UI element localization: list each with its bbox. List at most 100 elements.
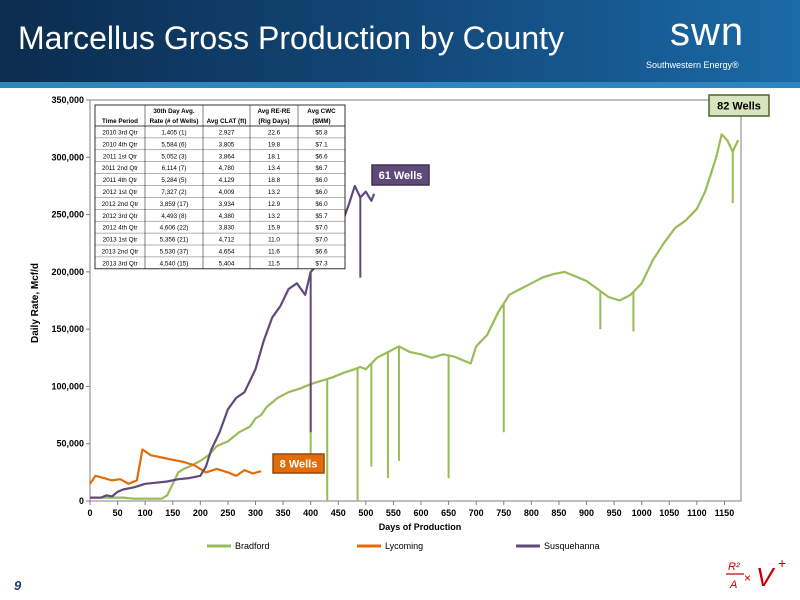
table-cell: 18.8 <box>268 177 281 184</box>
table-cell: 22.6 <box>268 130 281 137</box>
x-tick-label: 250 <box>220 508 235 518</box>
table-cell: 18.1 <box>268 153 281 160</box>
annotation-label: 82 Wells <box>717 101 761 113</box>
x-tick-label: 150 <box>165 508 180 518</box>
y-tick-label: 0 <box>79 496 84 506</box>
table-cell: 13.4 <box>268 165 281 172</box>
table-cell: 3,934 <box>219 201 235 208</box>
table-cell: $5.7 <box>315 213 328 220</box>
table-cell: 3,830 <box>219 225 235 232</box>
slide-header: Marcellus Gross Production by County swn… <box>0 0 800 82</box>
legend-label: Susquehanna <box>544 541 600 551</box>
x-tick-label: 350 <box>276 508 291 518</box>
table-cell: 4,780 <box>219 165 235 172</box>
table-cell: 4,493 (8) <box>161 213 186 220</box>
x-tick-label: 850 <box>551 508 566 518</box>
slide-title: Marcellus Gross Production by County <box>18 20 564 56</box>
table-cell: 2012 1st Qtr <box>103 189 138 196</box>
table-cell: 2012 3rd Qtr <box>102 213 137 220</box>
y-axis-label: Daily Rate, Mcf/d <box>30 263 41 343</box>
table-header-cell: ($MM) <box>312 118 330 125</box>
table-cell: $5.8 <box>315 130 328 137</box>
annotation-label: 61 Wells <box>379 170 423 182</box>
table-cell: 13.2 <box>268 189 281 196</box>
y-tick-label: 100,000 <box>51 381 84 391</box>
table-cell: $6.0 <box>315 189 328 196</box>
table-cell: 3,805 <box>219 141 235 148</box>
table-cell: 4,129 <box>219 177 235 184</box>
table-cell: $7.0 <box>315 237 328 244</box>
table-cell: $7.0 <box>315 225 328 232</box>
table-cell: 11.5 <box>268 260 280 267</box>
table-cell: 5,584 (6) <box>161 141 186 148</box>
table-cell: 12.9 <box>268 201 281 208</box>
legend-label: Lycoming <box>385 541 423 551</box>
table-cell: 5,404 <box>219 260 235 267</box>
x-tick-label: 300 <box>248 508 263 518</box>
production-chart: 0 50,000 100,000 150,000 200,000 250,000 300,0… <box>30 94 770 551</box>
x-tick-label: 200 <box>193 508 208 518</box>
svg-text:V: V <box>756 562 776 592</box>
x-tick-label: 550 <box>386 508 401 518</box>
x-tick-label: 400 <box>303 508 318 518</box>
y-tick-label: 150,000 <box>51 324 84 334</box>
table-cell: 5,052 (3) <box>161 153 186 160</box>
annotation-box <box>371 164 430 186</box>
table-cell: $7.1 <box>315 141 328 148</box>
x-tick-label: 650 <box>441 508 456 518</box>
x-tick-label: 100 <box>138 508 153 518</box>
table-cell: 19.8 <box>268 141 281 148</box>
table-cell: 2013 1st Qtr <box>103 237 138 244</box>
r2-logo-icon: R² A × V + <box>726 555 786 592</box>
table-cell: 2010 4th Qtr <box>102 141 137 148</box>
table-cell: 7,327 (2) <box>161 189 186 196</box>
page-number: 9 <box>14 578 22 593</box>
svg-text:A: A <box>729 579 737 591</box>
table-cell: $6.7 <box>315 165 328 172</box>
legend-label: Bradford <box>235 541 270 551</box>
svg-text:×: × <box>744 571 751 585</box>
table-header-cell: Time Period <box>102 118 138 125</box>
table-cell: 11.0 <box>268 237 280 244</box>
table-cell: 4,712 <box>219 237 235 244</box>
table-cell: 2012 4th Qtr <box>102 225 137 232</box>
table-cell: 2010 3rd Qtr <box>102 130 137 137</box>
x-tick-label: 750 <box>496 508 511 518</box>
table-cell: 4,540 (15) <box>160 260 189 267</box>
x-tick-label: 500 <box>358 508 373 518</box>
annotation-label: 8 Wells <box>280 459 318 471</box>
y-tick-label: 50,000 <box>56 439 84 449</box>
logo-subtext: Southwestern Energy® <box>646 60 739 70</box>
table-cell: 5,530 (37) <box>160 249 189 256</box>
table-cell: $6.0 <box>315 177 328 184</box>
table-cell: 4,009 <box>219 189 235 196</box>
svg-text:+: + <box>778 555 786 571</box>
svg-text:R²: R² <box>728 561 740 573</box>
x-tick-label: 1050 <box>659 508 679 518</box>
table-cell: 2011 1st Qtr <box>103 153 137 160</box>
table-cell: 2012 2nd Qtr <box>102 201 139 208</box>
y-tick-label: 250,000 <box>51 210 84 220</box>
series-line-bradford <box>90 133 740 500</box>
table-cell: 2011 2nd Qtr <box>102 165 138 172</box>
chart-annotations: 82 Wells 61 Wells 8 Wells <box>272 94 770 474</box>
table-header-cell: 30th Day Avg. <box>153 108 194 115</box>
table-cell: 4,654 <box>219 249 235 256</box>
swn-logo: swn Southwestern Energy® <box>640 10 780 70</box>
table-cell: 2,927 <box>219 130 235 137</box>
annotation-box <box>708 94 770 117</box>
table-cell: $6.6 <box>315 153 328 160</box>
table-cell: $7.3 <box>315 260 328 267</box>
chart-legend: Bradford Lycoming Susquehanna <box>207 541 600 551</box>
x-tick-label: 50 <box>113 508 123 518</box>
table-cell: 13.2 <box>268 213 281 220</box>
x-tick-label: 950 <box>607 508 622 518</box>
series-line-lycoming <box>89 448 262 485</box>
table-cell: 4,380 <box>219 213 235 220</box>
table-cell: $6.6 <box>315 249 328 256</box>
data-table: Time Period 30th Day Avg. Rate (# of Wells… <box>94 104 346 270</box>
x-tick-label: 800 <box>524 508 539 518</box>
table-cell: 5,356 (21) <box>160 237 189 244</box>
table-cell: 3,859 (17) <box>160 201 189 208</box>
table-cell: $6.0 <box>315 201 328 208</box>
